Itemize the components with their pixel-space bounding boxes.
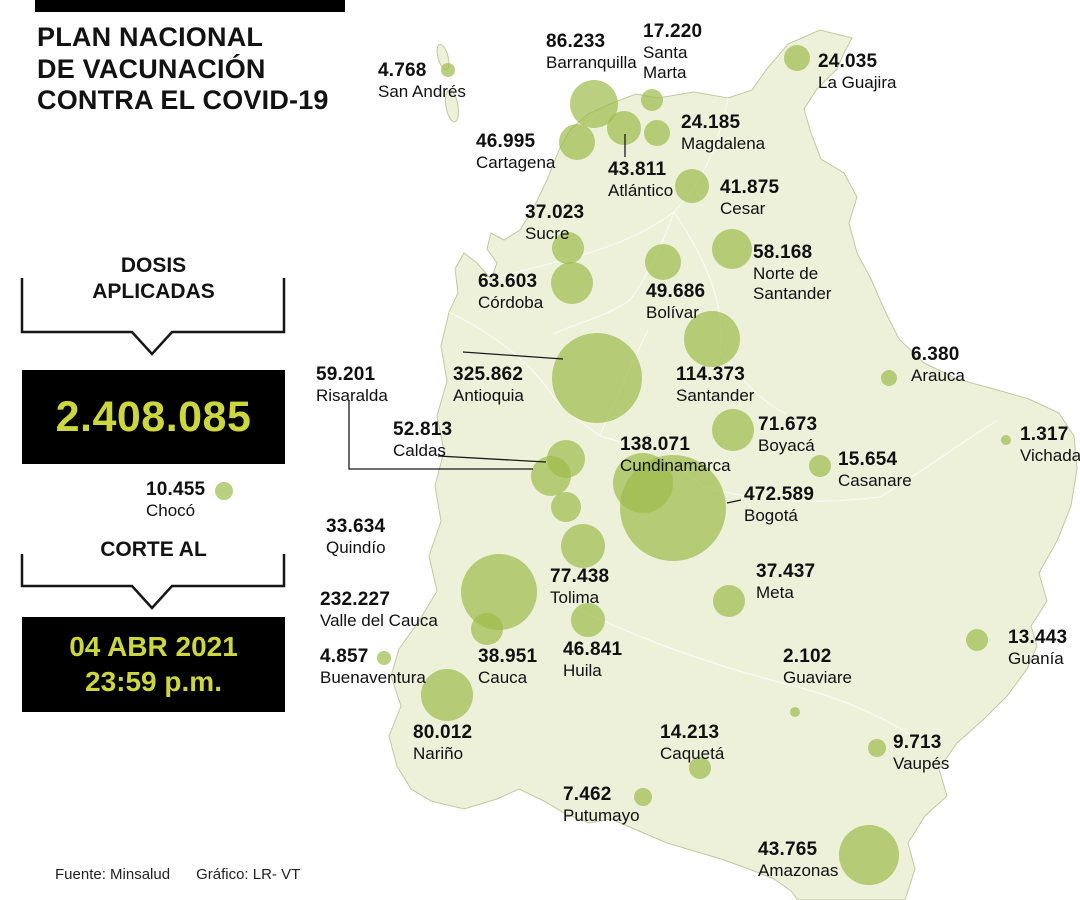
- bubble-tolima: [561, 524, 605, 568]
- bubble-santa-marta: [641, 89, 663, 111]
- bubble-cesar: [675, 169, 709, 203]
- down-bracket-icon: [20, 554, 286, 610]
- bubble-narino: [421, 669, 473, 721]
- leader-line-caldas: [437, 455, 547, 463]
- leader-line-bogota: [726, 499, 742, 504]
- title-line-3: CONTRA EL COVID-19: [37, 85, 329, 116]
- bubble-caqueta: [689, 757, 711, 779]
- cutoff-date-line-1: 04 ABR 2021: [69, 631, 238, 663]
- bubble-norte-de-santander: [712, 229, 752, 269]
- bubble-valle-del-cauca: [461, 554, 537, 630]
- san-andres-island: [444, 89, 460, 123]
- bubble-cartagena: [559, 124, 595, 160]
- bubble-cauca: [471, 613, 503, 645]
- bubble-bolivar: [645, 244, 681, 280]
- footer-credit: Gráfico: LR- VT: [196, 866, 301, 883]
- bubble-antioquia: [552, 333, 642, 423]
- bubble-casanare: [809, 455, 831, 477]
- bubble-vaupes: [868, 739, 886, 757]
- bubble-cordoba: [551, 262, 593, 304]
- doses-label-line-1: DOSIS: [120, 254, 187, 277]
- down-bracket-icon: [20, 278, 286, 356]
- header-bar: [35, 0, 345, 12]
- bubble-guainia: [966, 629, 988, 651]
- bubble-la-guajira: [784, 45, 810, 71]
- bubble-choco: [215, 482, 233, 500]
- colombia-outline: [388, 29, 1078, 900]
- footer-source: Fuente: Minsalud: [55, 866, 171, 883]
- leader-line-antioquia: [462, 351, 564, 360]
- doses-total-box: 2.408.085: [22, 370, 285, 464]
- bubble-magdalena: [644, 120, 670, 146]
- bubble-putumayo: [634, 788, 652, 806]
- bubble-barranquilla: [570, 80, 618, 128]
- cutoff-date-line-2: 23:59 p.m.: [85, 665, 222, 697]
- bubble-atlantico: [607, 111, 641, 145]
- bubble-quindio: [551, 492, 581, 522]
- bubble-guaviare: [790, 707, 800, 717]
- bubble-meta: [713, 585, 745, 617]
- footer: Fuente: Minsalud Gráfico: LR- VT: [55, 866, 326, 883]
- leader-line-risaralda: [348, 401, 533, 470]
- cutoff-label: CORTE AL: [100, 538, 207, 561]
- bubble-vichada: [1001, 435, 1011, 445]
- bubble-arauca: [881, 370, 897, 386]
- bubble-bogota: [620, 455, 726, 561]
- bubble-san-andres: [441, 63, 455, 77]
- leader-lines: [348, 134, 742, 504]
- page-title: PLAN NACIONAL DE VACUNACIÓN CONTRA EL CO…: [37, 22, 329, 117]
- dose-bubbles: [215, 45, 1011, 885]
- title-line-2: DE VACUNACIÓN: [37, 53, 266, 84]
- doses-applied-label: DOSIS APLICADAS: [22, 253, 285, 304]
- title-line-1: PLAN NACIONAL: [37, 22, 264, 52]
- bubble-santander: [684, 311, 740, 367]
- bubble-buenaventura: [377, 651, 391, 665]
- doses-total-value: 2.408.085: [55, 392, 252, 441]
- cutoff-date-box: 04 ABR 2021 23:59 p.m.: [22, 617, 285, 712]
- bubble-amazonas: [839, 825, 899, 885]
- bubble-sucre: [552, 232, 584, 264]
- bubble-boyaca: [712, 409, 754, 451]
- doses-label-line-2: APLICADAS: [92, 279, 215, 303]
- bubble-huila: [571, 603, 605, 637]
- bubble-caldas: [547, 440, 585, 478]
